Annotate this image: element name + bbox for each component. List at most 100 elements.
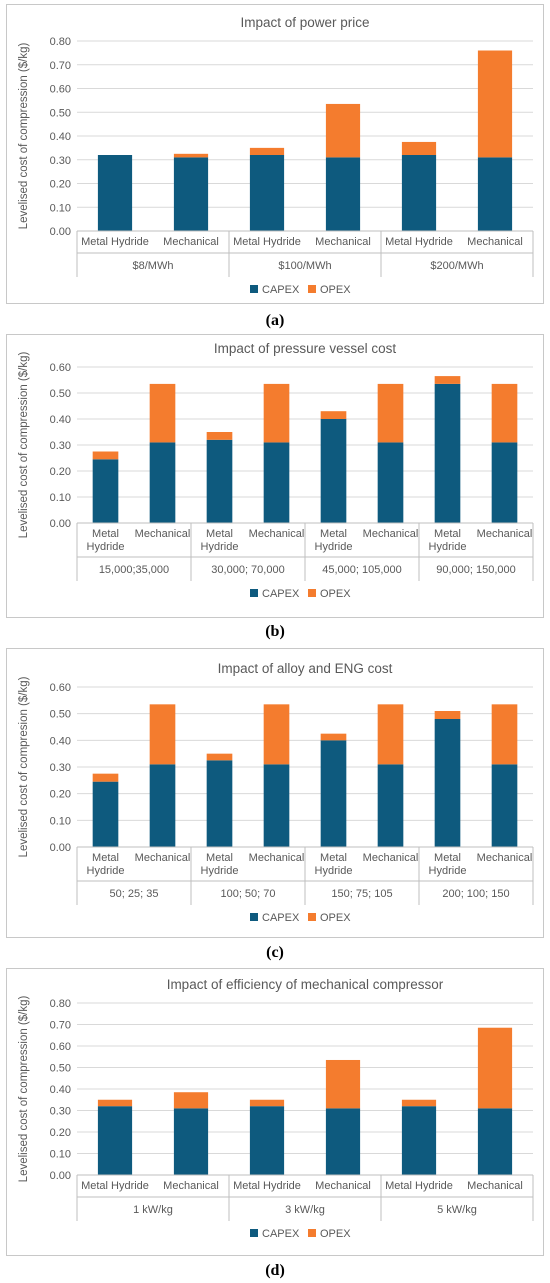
caption-a: (a) — [265, 312, 285, 329]
y-tick-label: 0.10 — [50, 815, 71, 827]
x-category-label: Mechanical — [135, 528, 191, 540]
bar-opex — [206, 753, 233, 761]
legend-swatch-capex — [250, 913, 258, 921]
chart-d: Impact of efficiency of mechanical compr… — [18, 977, 534, 1240]
bar-capex — [92, 781, 119, 847]
y-tick-label: 0.40 — [50, 414, 71, 426]
x-category-label: Metal Hydride — [87, 852, 125, 877]
bar-capex — [491, 442, 518, 523]
caption-d: (d) — [265, 1262, 285, 1279]
legend-label: CAPEX — [262, 1228, 300, 1240]
bar-capex — [434, 719, 461, 847]
bar-opex — [173, 153, 209, 158]
y-tick-label: 0.00 — [50, 518, 71, 530]
x-category-label: Mechanical — [163, 236, 219, 248]
x-group-label: 15,000;35,000 — [99, 564, 169, 576]
legend-swatch-opex — [308, 1229, 316, 1237]
bar-opex — [477, 1027, 513, 1109]
bar-capex — [149, 442, 176, 523]
x-group-label: 30,000; 70,000 — [211, 564, 284, 576]
y-tick-label: 0.80 — [50, 36, 71, 48]
x-category-label: Mechanical — [363, 528, 419, 540]
x-group-label: 100; 50; 70 — [220, 888, 275, 900]
x-category-label: Mechanical — [315, 1180, 371, 1192]
x-category-label: Mechanical — [135, 852, 191, 864]
legend-swatch-capex — [250, 1229, 258, 1237]
legend-label: OPEX — [320, 588, 351, 600]
y-tick-label: 0.10 — [50, 492, 71, 504]
legend-swatch-capex — [250, 589, 258, 597]
bar-capex — [477, 157, 513, 231]
y-tick-label: 0.20 — [50, 1127, 71, 1139]
x-group-label: 50; 25; 35 — [110, 888, 159, 900]
x-group-label: 150; 75; 105 — [331, 888, 392, 900]
bar-capex — [325, 1108, 361, 1175]
x-group-label: 45,000; 105,000 — [322, 564, 402, 576]
bar-capex — [249, 155, 285, 231]
x-group-label: 5 kW/kg — [437, 1204, 477, 1216]
bar-capex — [477, 1108, 513, 1175]
y-tick-label: 0.50 — [50, 107, 71, 119]
x-category-label: Metal Hydride — [429, 528, 467, 553]
y-axis-label: Levelised cost of compression ($/kg) — [18, 352, 30, 539]
y-tick-label: 0.10 — [50, 202, 71, 214]
bar-capex — [173, 1108, 209, 1175]
bar-capex — [206, 439, 233, 523]
chart-title: Impact of efficiency of mechanical compr… — [167, 977, 444, 992]
bar-opex — [320, 733, 347, 741]
x-category-label: Mechanical — [477, 852, 533, 864]
y-tick-label: 0.50 — [50, 709, 71, 721]
y-tick-label: 0.30 — [50, 1106, 71, 1118]
bar-opex — [249, 1099, 285, 1107]
bar-opex — [263, 383, 290, 443]
bar-opex — [434, 711, 461, 719]
y-tick-label: 0.30 — [50, 762, 71, 774]
x-category-label: Metal Hydride — [385, 236, 453, 248]
y-tick-label: 0.70 — [50, 1020, 71, 1032]
x-category-label: Mechanical — [363, 852, 419, 864]
bar-opex — [97, 1099, 133, 1107]
y-tick-label: 0.20 — [50, 466, 71, 478]
chart-panel-b: Impact of pressure vessel cost Levelised … — [6, 334, 544, 618]
chart-panel-d: Impact of efficiency of mechanical compr… — [6, 968, 544, 1256]
x-category-label: Metal Hydride — [429, 852, 467, 877]
bar-opex — [325, 103, 361, 158]
y-axis-label: Levelised cost of compression ($/kg) — [18, 996, 30, 1183]
bar-capex — [491, 764, 518, 847]
legend-swatch-opex — [308, 285, 316, 293]
x-category-label: Metal Hydride — [201, 528, 239, 553]
bar-opex — [434, 376, 461, 384]
bar-capex — [401, 155, 437, 231]
legend-label: OPEX — [320, 284, 351, 296]
legend-label: CAPEX — [262, 284, 300, 296]
x-category-label: Mechanical — [163, 1180, 219, 1192]
bar-opex — [325, 1059, 361, 1109]
x-category-label: Metal Hydride — [87, 528, 125, 553]
chart-title: Impact of alloy and ENG cost — [218, 661, 393, 676]
legend-swatch-opex — [308, 589, 316, 597]
y-tick-label: 0.20 — [50, 179, 71, 191]
bar-capex — [206, 760, 233, 847]
y-tick-label: 0.70 — [50, 60, 71, 72]
x-category-label: Metal Hydride — [201, 852, 239, 877]
x-category-label: Mechanical — [477, 528, 533, 540]
bar-capex — [97, 155, 133, 231]
bar-capex — [263, 442, 290, 523]
bar-opex — [149, 704, 176, 765]
y-tick-label: 0.60 — [50, 682, 71, 694]
y-tick-label: 0.00 — [50, 842, 71, 854]
chart-panel-c: Impact of alloy and ENG cost Levelised co… — [6, 648, 544, 938]
x-category-label: Metal Hydride — [385, 1180, 453, 1192]
chart-title: Impact of pressure vessel cost — [214, 341, 397, 356]
y-tick-label: 0.00 — [50, 226, 71, 238]
x-group-label: 3 kW/kg — [285, 1204, 325, 1216]
chart-a: Impact of power price Levelised cost of c… — [18, 15, 534, 296]
x-group-label: 90,000; 150,000 — [436, 564, 516, 576]
bar-opex — [149, 383, 176, 443]
x-category-label: Metal Hydride — [315, 528, 353, 553]
y-axis-label: Levelised cost of compression ($/kg) — [18, 43, 30, 230]
bar-capex — [401, 1106, 437, 1175]
bar-opex — [320, 411, 347, 419]
y-tick-label: 0.60 — [50, 1041, 71, 1053]
bar-opex — [263, 704, 290, 765]
